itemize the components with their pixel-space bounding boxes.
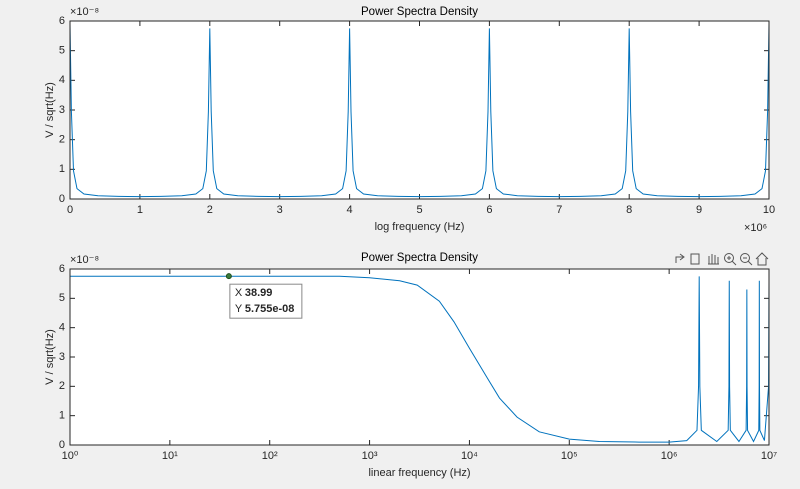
datatip-y-value: 5.755e-08 — [245, 303, 295, 315]
y-multiplier: ×10⁻⁸ — [70, 254, 99, 266]
y-multiplier: ×10⁻⁸ — [70, 6, 99, 18]
x-tick-label: 10⁰ — [62, 450, 79, 462]
y-tick-label: 2 — [59, 134, 65, 146]
y-tick-label: 0 — [59, 439, 65, 451]
home-icon[interactable] — [755, 252, 769, 266]
zoom-in-glyph[interactable] — [727, 256, 737, 266]
pan-icon[interactable] — [708, 254, 719, 265]
zoom-out-glyph[interactable] — [743, 257, 753, 266]
x-tick-label: 10¹ — [162, 450, 178, 462]
brush-icon[interactable] — [690, 253, 700, 265]
y-tick-label: 4 — [59, 74, 65, 86]
y-tick-label: 6 — [59, 15, 65, 27]
x-tick-label: 10⁷ — [761, 450, 777, 462]
x-tick-label: 9 — [696, 204, 702, 216]
x-tick-label: 7 — [556, 204, 562, 216]
x-tick-label: 10³ — [362, 450, 378, 462]
y-tick-label: 5 — [59, 292, 65, 304]
datatip-y-label: Y — [235, 303, 243, 315]
datatip-x-value: 38.99 — [245, 287, 273, 299]
x-tick-label: 10⁶ — [661, 450, 678, 462]
datatip-marker — [225, 273, 232, 280]
x-axis-label: log frequency (Hz) — [375, 221, 465, 233]
y-tick-label: 4 — [59, 322, 65, 334]
y-axis-label: V / sqrt(Hz) — [44, 329, 56, 385]
y-tick-label: 3 — [59, 104, 65, 116]
datatip-box — [229, 283, 303, 319]
axes-background — [70, 269, 769, 445]
x-tick-label: 1 — [137, 204, 143, 216]
y-tick-label: 1 — [59, 410, 65, 422]
y-tick-label: 3 — [59, 351, 65, 363]
y-tick-label: 0 — [59, 193, 65, 205]
x-tick-label: 10⁴ — [461, 450, 478, 462]
x-tick-label: 5 — [416, 204, 422, 216]
x-tick-label: 4 — [347, 204, 353, 216]
x-tick-label: 8 — [626, 204, 632, 216]
export-icon[interactable] — [675, 253, 685, 263]
x-tick-label: 0 — [67, 204, 73, 216]
chart-title: Power Spectra Density — [361, 252, 478, 264]
x-tick-label: 2 — [207, 204, 213, 216]
y-axis-label: V / sqrt(Hz) — [44, 82, 56, 138]
x-multiplier: ×10⁶ — [744, 222, 767, 234]
y-tick-label: 6 — [59, 263, 65, 275]
axes-box — [69, 268, 770, 446]
axes-box — [69, 20, 770, 200]
x-tick-label: 10 — [763, 204, 775, 216]
x-tick-label: 6 — [486, 204, 492, 216]
y-tick-label: 2 — [59, 380, 65, 392]
chart-title: Power Spectra Density — [361, 6, 478, 18]
x-tick-label: 3 — [277, 204, 283, 216]
x-axis-label: linear frequency (Hz) — [368, 467, 470, 479]
zoom-in-icon[interactable] — [724, 253, 734, 263]
datatip: X 38.99Y 5.755e-08 — [229, 283, 303, 319]
data-line — [69, 23, 770, 198]
x-tick-label: 10⁵ — [561, 450, 578, 462]
y-tick-label: 5 — [59, 45, 65, 57]
axes-background — [70, 21, 769, 199]
zoom-out-icon[interactable] — [740, 253, 750, 263]
axes-toolbar[interactable] — [675, 252, 769, 266]
data-line — [70, 275, 770, 443]
y-tick-label: 1 — [59, 163, 65, 175]
x-tick-label: 10² — [262, 450, 278, 462]
datatip-x-label: X — [235, 287, 243, 299]
